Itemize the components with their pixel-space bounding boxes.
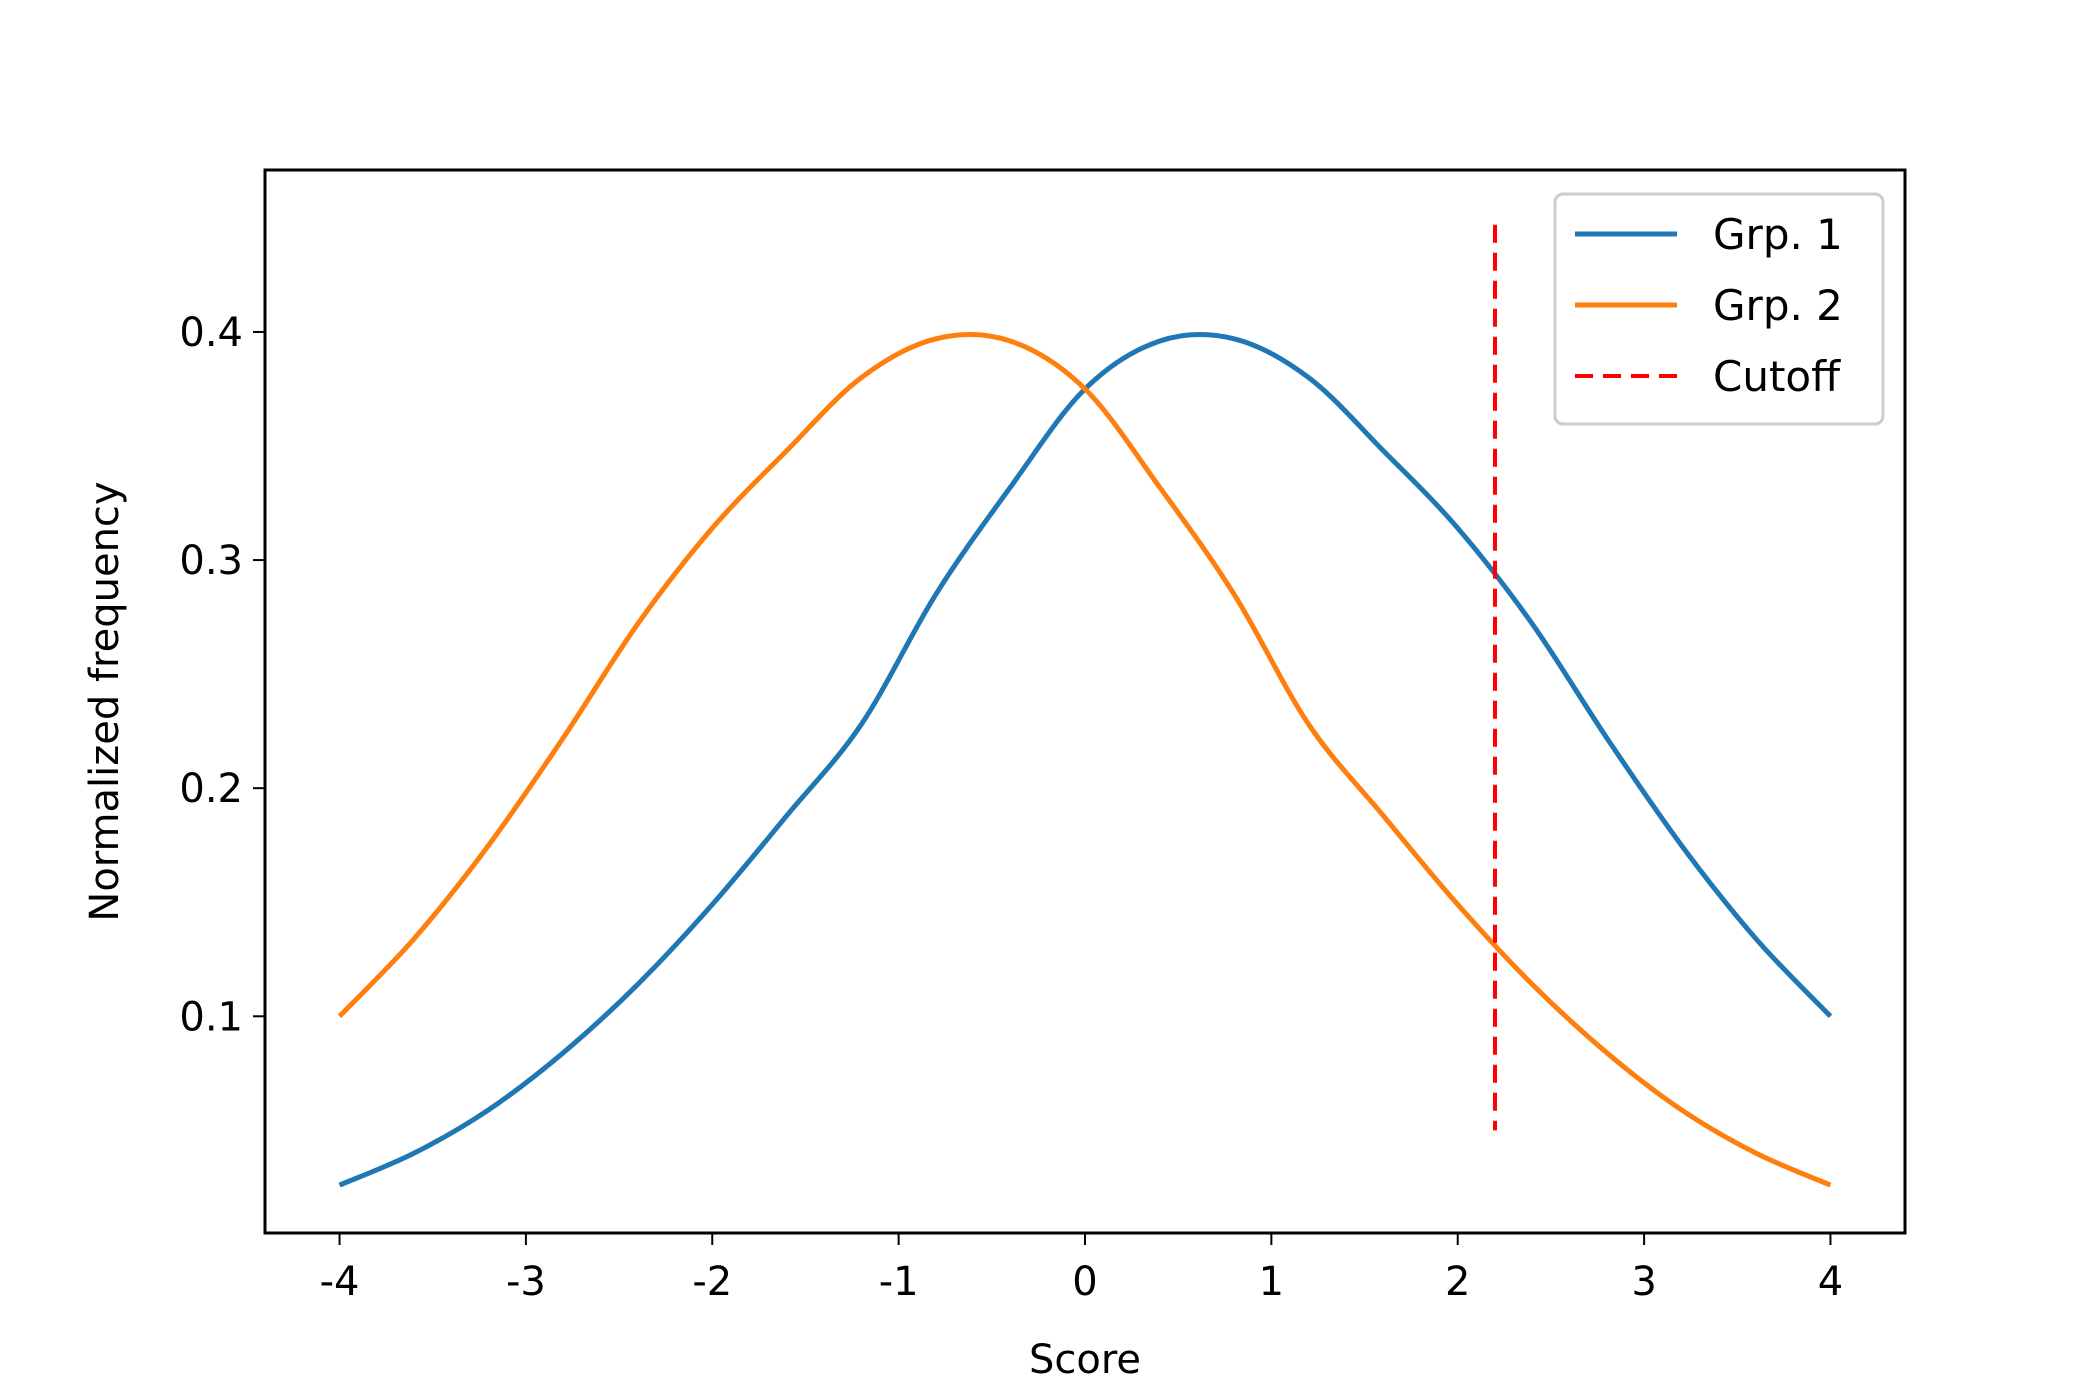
x-tick-label: 0: [1072, 1259, 1097, 1305]
legend: Grp. 1 Grp. 2 Cutoff: [1553, 192, 1885, 426]
y-axis-ticks: 0.1 0.2 0.3 0.4: [179, 310, 265, 1040]
x-tick-label: -4: [320, 1259, 360, 1305]
y-tick-label: 0.3: [179, 538, 243, 584]
y-axis-label: Normalized frequency: [82, 481, 128, 921]
x-tick-label: 2: [1445, 1259, 1470, 1305]
x-tick-label: 4: [1818, 1259, 1843, 1305]
y-tick-label: 0.4: [179, 310, 243, 356]
x-tick-label: 3: [1631, 1259, 1656, 1305]
series-line-grp-2: [337, 331, 1832, 1188]
x-axis-label: Score: [1029, 1337, 1141, 1383]
x-tick-label: -1: [879, 1259, 919, 1305]
x-tick-label: -2: [692, 1259, 732, 1305]
plot-area: [337, 224, 1833, 1188]
legend-label-grp-1: Grp. 1: [1713, 210, 1843, 259]
legend-label-cutoff: Cutoff: [1713, 352, 1841, 401]
legend-label-grp-2: Grp. 2: [1713, 281, 1843, 330]
x-tick-label: 1: [1259, 1259, 1284, 1305]
y-tick-label: 0.2: [179, 766, 243, 812]
legend-box: [1553, 192, 1885, 426]
x-axis-ticks: -4 -3 -2 -1 0 1 2 3 4: [320, 1233, 1843, 1305]
y-tick-label: 0.1: [179, 994, 243, 1040]
x-tick-label: -3: [506, 1259, 546, 1305]
